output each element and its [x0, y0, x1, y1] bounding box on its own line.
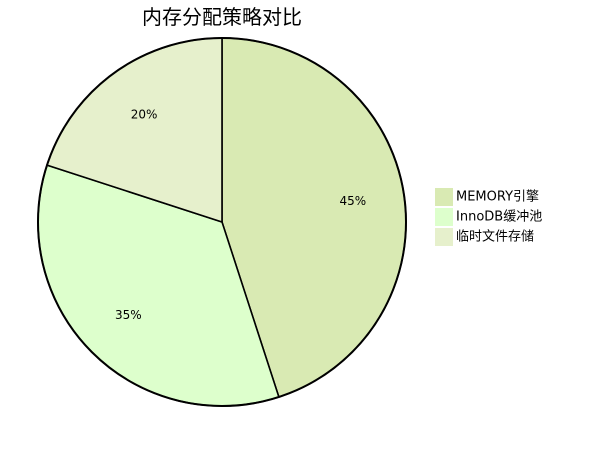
slice-value-label: 45%: [340, 194, 367, 208]
legend-label: MEMORY引擎: [456, 190, 539, 205]
slice-value-label: 20%: [131, 107, 158, 121]
pie-slices: [37, 37, 407, 407]
legend-label: InnoDB缓冲池: [456, 210, 542, 225]
pie-data-labels: 45% 35% 20%: [115, 107, 366, 322]
legend-swatch: [435, 208, 453, 226]
pie-outline: [37, 37, 407, 407]
chart-title: 内存分配策略对比: [142, 5, 302, 29]
slice-value-label: 35%: [115, 308, 142, 322]
legend-swatch: [435, 228, 453, 246]
legend-label: 临时文件存储: [456, 230, 534, 245]
legend-swatch: [435, 188, 453, 206]
